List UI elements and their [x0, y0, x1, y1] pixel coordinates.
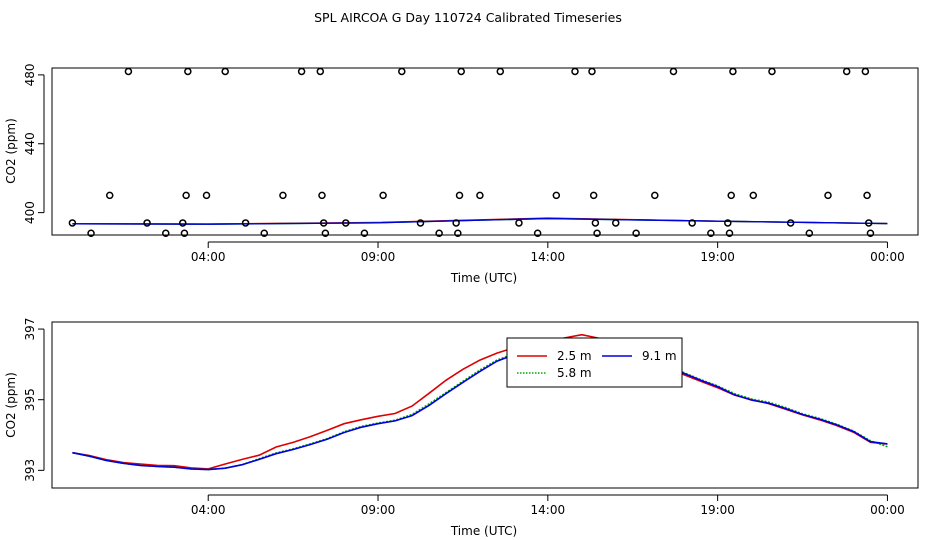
y-axis-label: CO2 (ppm)	[4, 118, 18, 184]
calibration-point	[162, 229, 170, 238]
x-tick-label: 09:00	[361, 503, 396, 517]
y-tick-label: 480	[23, 63, 37, 86]
calibration-point	[297, 67, 306, 76]
y-axis-label: CO2 (ppm)	[4, 372, 18, 438]
calibration-point	[632, 229, 640, 238]
figure-title: SPL AIRCOA G Day 110724 Calibrated Times…	[314, 10, 622, 25]
calibration-point	[457, 67, 465, 76]
calibration-point	[318, 191, 326, 200]
x-tick-label: 09:00	[361, 250, 396, 264]
x-tick-label: 14:00	[531, 250, 566, 264]
y-tick-label: 393	[23, 459, 37, 482]
calibration-point	[842, 67, 851, 76]
calibration-point	[707, 229, 715, 238]
x-tick-label: 00:00	[870, 250, 905, 264]
x-tick-label: 19:00	[700, 250, 735, 264]
calibration-point	[863, 191, 871, 200]
calibration-point	[342, 219, 350, 227]
calibration-point	[221, 67, 229, 76]
legend: 2.5 m 5.8 m 9.1 m	[506, 337, 683, 388]
calibration-point	[729, 67, 737, 76]
calibration-point	[533, 229, 542, 238]
calibration-point	[143, 219, 151, 227]
calibration-point	[316, 67, 325, 76]
x-axis: 04:00 09:00 14:00 19:00 00:00	[191, 241, 905, 264]
calibration-point	[589, 191, 598, 200]
calibration-point	[452, 219, 460, 227]
calibration-point	[768, 67, 776, 76]
legend-label-2-5m: 2.5 m	[557, 349, 592, 363]
calibration-point	[184, 67, 192, 76]
y-tick-label: 440	[23, 132, 37, 155]
x-tick-label: 04:00	[191, 503, 226, 517]
calibration-point	[476, 191, 484, 200]
calibration-point	[749, 191, 758, 200]
y-tick-label: 395	[23, 388, 37, 411]
calibration-panel: 04:00 09:00 14:00 19:00 00:00 400 440 480 Time…	[4, 63, 919, 285]
calibration-point	[178, 219, 187, 227]
calibration-point	[68, 219, 77, 227]
calibration-point	[515, 219, 523, 227]
legend-label-5-8m: 5.8 m	[557, 366, 592, 380]
points-group	[68, 67, 875, 238]
calibration-point	[593, 229, 601, 238]
calibration-point	[416, 219, 425, 227]
calibration-point	[379, 191, 387, 200]
calibration-point	[496, 67, 505, 76]
calibration-point	[591, 219, 600, 227]
x-tick-label: 04:00	[191, 250, 226, 264]
calibration-point	[321, 229, 330, 238]
calibration-point	[824, 191, 832, 200]
calibration-point	[725, 229, 734, 238]
timeseries-panel: 04:00 09:00 14:00 19:00 00:00 393 395 397 Time…	[4, 318, 919, 538]
calibration-point	[571, 67, 579, 76]
plot-frame	[51, 67, 919, 236]
calibration-point	[611, 219, 620, 227]
calibration-point	[786, 219, 795, 227]
calibration-point	[865, 219, 873, 227]
series-line-9-1-m	[72, 339, 888, 471]
calibration-point	[669, 67, 678, 76]
calibration-point	[105, 191, 114, 200]
legend-box	[506, 337, 683, 388]
legend-label-9-1m: 9.1 m	[642, 349, 677, 363]
calibration-point	[805, 229, 814, 238]
series-group	[72, 333, 888, 471]
y-tick-label: 400	[23, 201, 37, 224]
calibration-point	[398, 67, 406, 76]
calibration-point	[180, 229, 189, 238]
calibration-point	[182, 191, 190, 200]
calibration-point	[727, 191, 735, 200]
y-axis: 393 395 397	[23, 318, 45, 482]
x-tick-label: 19:00	[700, 503, 735, 517]
calibration-point	[260, 229, 269, 238]
y-tick-label: 397	[23, 318, 37, 341]
x-axis-label: Time (UTC)	[450, 524, 517, 538]
calibration-point	[588, 67, 596, 76]
calibration-point	[455, 191, 464, 200]
calibration-point	[651, 191, 659, 200]
calibration-point	[861, 67, 870, 76]
calibration-point	[124, 67, 133, 76]
calibration-point	[688, 219, 696, 227]
calibration-point	[241, 219, 250, 227]
calibration-point	[724, 219, 732, 227]
x-axis: 04:00 09:00 14:00 19:00 00:00	[191, 494, 905, 517]
calibration-point	[202, 191, 211, 200]
calibration-point	[360, 229, 369, 238]
calibration-point	[435, 229, 443, 238]
x-axis-label: Time (UTC)	[450, 271, 517, 285]
calibration-point	[552, 191, 561, 200]
y-axis: 400 440 480	[23, 63, 45, 224]
x-tick-label: 00:00	[870, 503, 905, 517]
calibration-point	[319, 219, 328, 227]
plot-frame	[51, 321, 919, 489]
calibration-point	[866, 229, 875, 238]
calibration-point	[454, 229, 462, 238]
calibration-point	[87, 229, 95, 238]
calibration-point	[279, 191, 287, 200]
x-tick-label: 14:00	[531, 503, 566, 517]
